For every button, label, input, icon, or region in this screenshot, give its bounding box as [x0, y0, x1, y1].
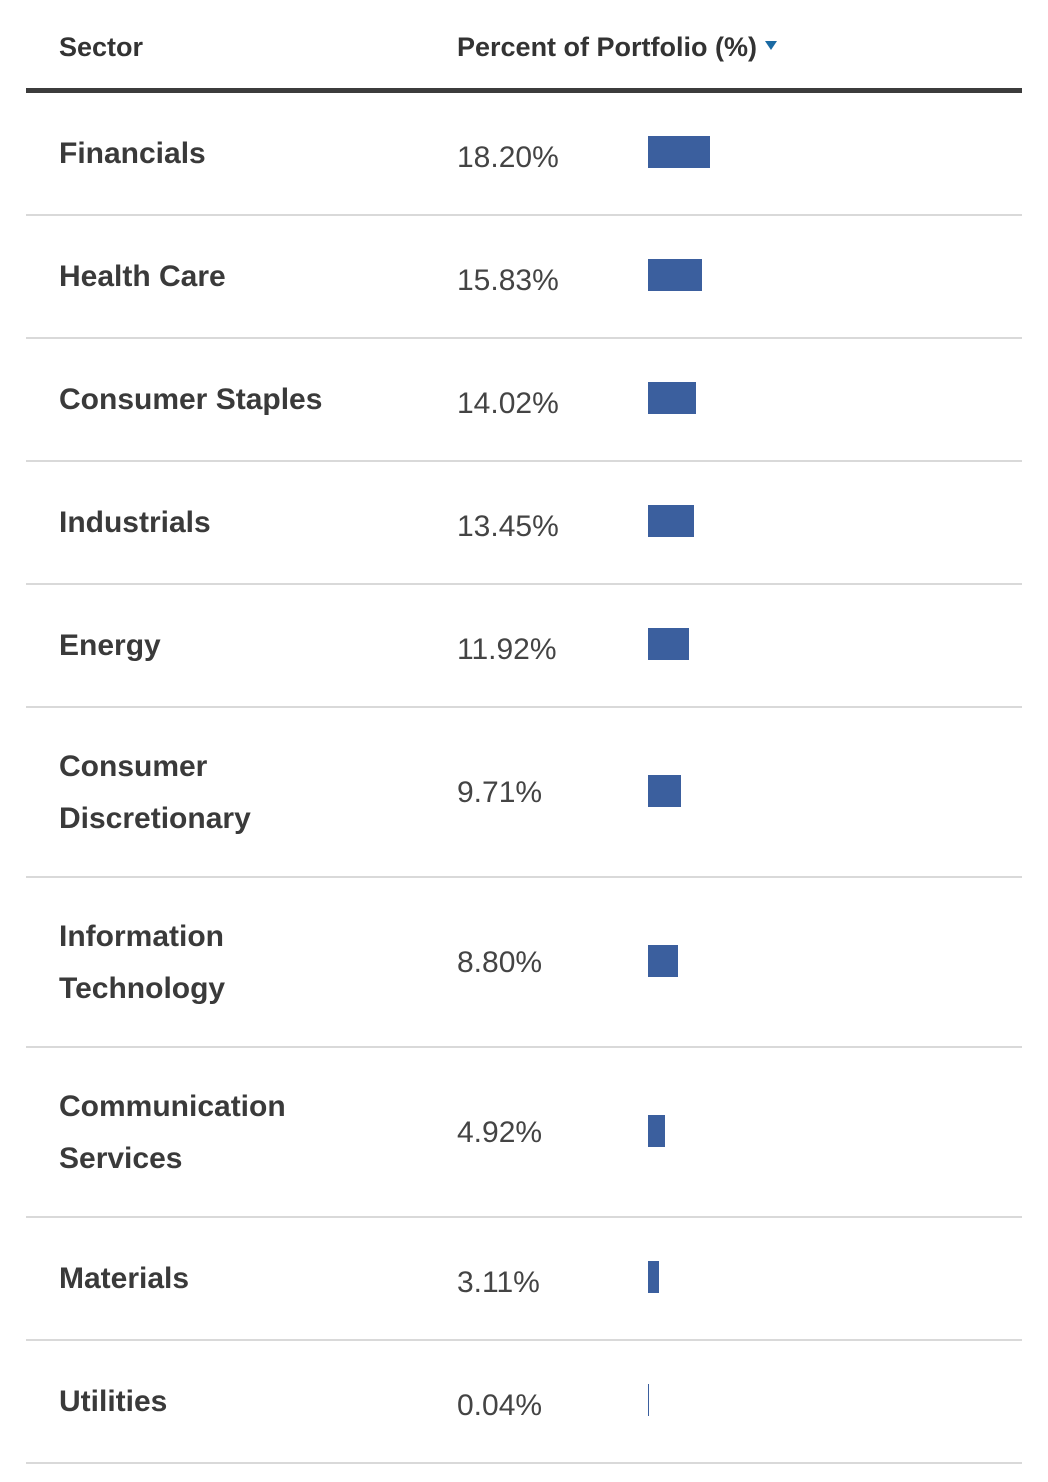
table-body: Financials 18.20% Health Care 15.83% Consume… [26, 93, 1022, 1464]
percent-bar-track [648, 382, 948, 414]
percent-bar-track [648, 1384, 948, 1416]
sector-name: Health Care [59, 260, 226, 293]
percent-value: 8.80% [457, 946, 543, 979]
percent-bar-track [648, 505, 948, 537]
table-row: Materials 3.11% [26, 1218, 1022, 1341]
percent-value: 3.11% [457, 1266, 540, 1299]
column-header-percent-label: Percent of Portfolio (%) [457, 32, 758, 62]
percent-value: 9.71% [457, 776, 543, 809]
percent-bar [648, 1261, 659, 1293]
percent-bar-track [648, 259, 948, 291]
table-row: Consumer Staples 14.02% [26, 339, 1022, 462]
percent-bar [648, 1384, 649, 1416]
percent-bar-track [648, 136, 948, 168]
percent-bar-track [648, 1115, 948, 1147]
percent-bar [648, 1115, 665, 1147]
percent-bar [648, 775, 681, 807]
sector-name: Utilities [59, 1385, 168, 1418]
sector-name: Industrials [59, 506, 211, 539]
percent-bar [648, 505, 694, 537]
percent-value: 13.45% [457, 510, 559, 543]
percent-bar [648, 382, 696, 414]
percent-bar [648, 136, 710, 168]
percent-value: 14.02% [457, 387, 559, 420]
percent-value: 4.92% [457, 1116, 543, 1149]
sector-allocation-table: Sector Percent of Portfolio (%) Financia… [26, 0, 1022, 1464]
column-header-percent[interactable]: Percent of Portfolio (%) [457, 32, 778, 63]
table-row: Financials 18.20% [26, 93, 1022, 216]
sort-descending-icon[interactable] [765, 41, 778, 50]
percent-value: 11.92% [457, 633, 557, 666]
percent-bar-track [648, 945, 948, 977]
percent-bar [648, 259, 702, 291]
sector-name: Financials [59, 137, 206, 170]
sector-name: Energy [59, 629, 161, 662]
percent-bar-track [648, 628, 948, 660]
table-row: Industrials 13.45% [26, 462, 1022, 585]
percent-value: 0.04% [457, 1389, 543, 1422]
percent-value: 15.83% [457, 264, 559, 297]
sector-name: Consumer Staples [59, 383, 323, 416]
table-row: Consumer Discretionary 9.71% [26, 708, 1022, 878]
sector-name: Information Technology [59, 920, 226, 1005]
table-header: Sector Percent of Portfolio (%) [26, 0, 1022, 93]
percent-bar-track [648, 775, 948, 807]
column-header-sector[interactable]: Sector [59, 32, 144, 62]
sector-name: Materials [59, 1262, 190, 1295]
table-row: Utilities 0.04% [26, 1341, 1022, 1464]
table-row: Health Care 15.83% [26, 216, 1022, 339]
table-row: Energy 11.92% [26, 585, 1022, 708]
table-row: Communication Services 4.92% [26, 1048, 1022, 1218]
table-row: Information Technology 8.80% [26, 878, 1022, 1048]
percent-bar [648, 945, 678, 977]
percent-value: 18.20% [457, 141, 559, 174]
sector-name: Consumer Discretionary [59, 750, 251, 835]
percent-bar-track [648, 1261, 948, 1293]
sector-name: Communication Services [59, 1090, 286, 1175]
percent-bar [648, 628, 689, 660]
